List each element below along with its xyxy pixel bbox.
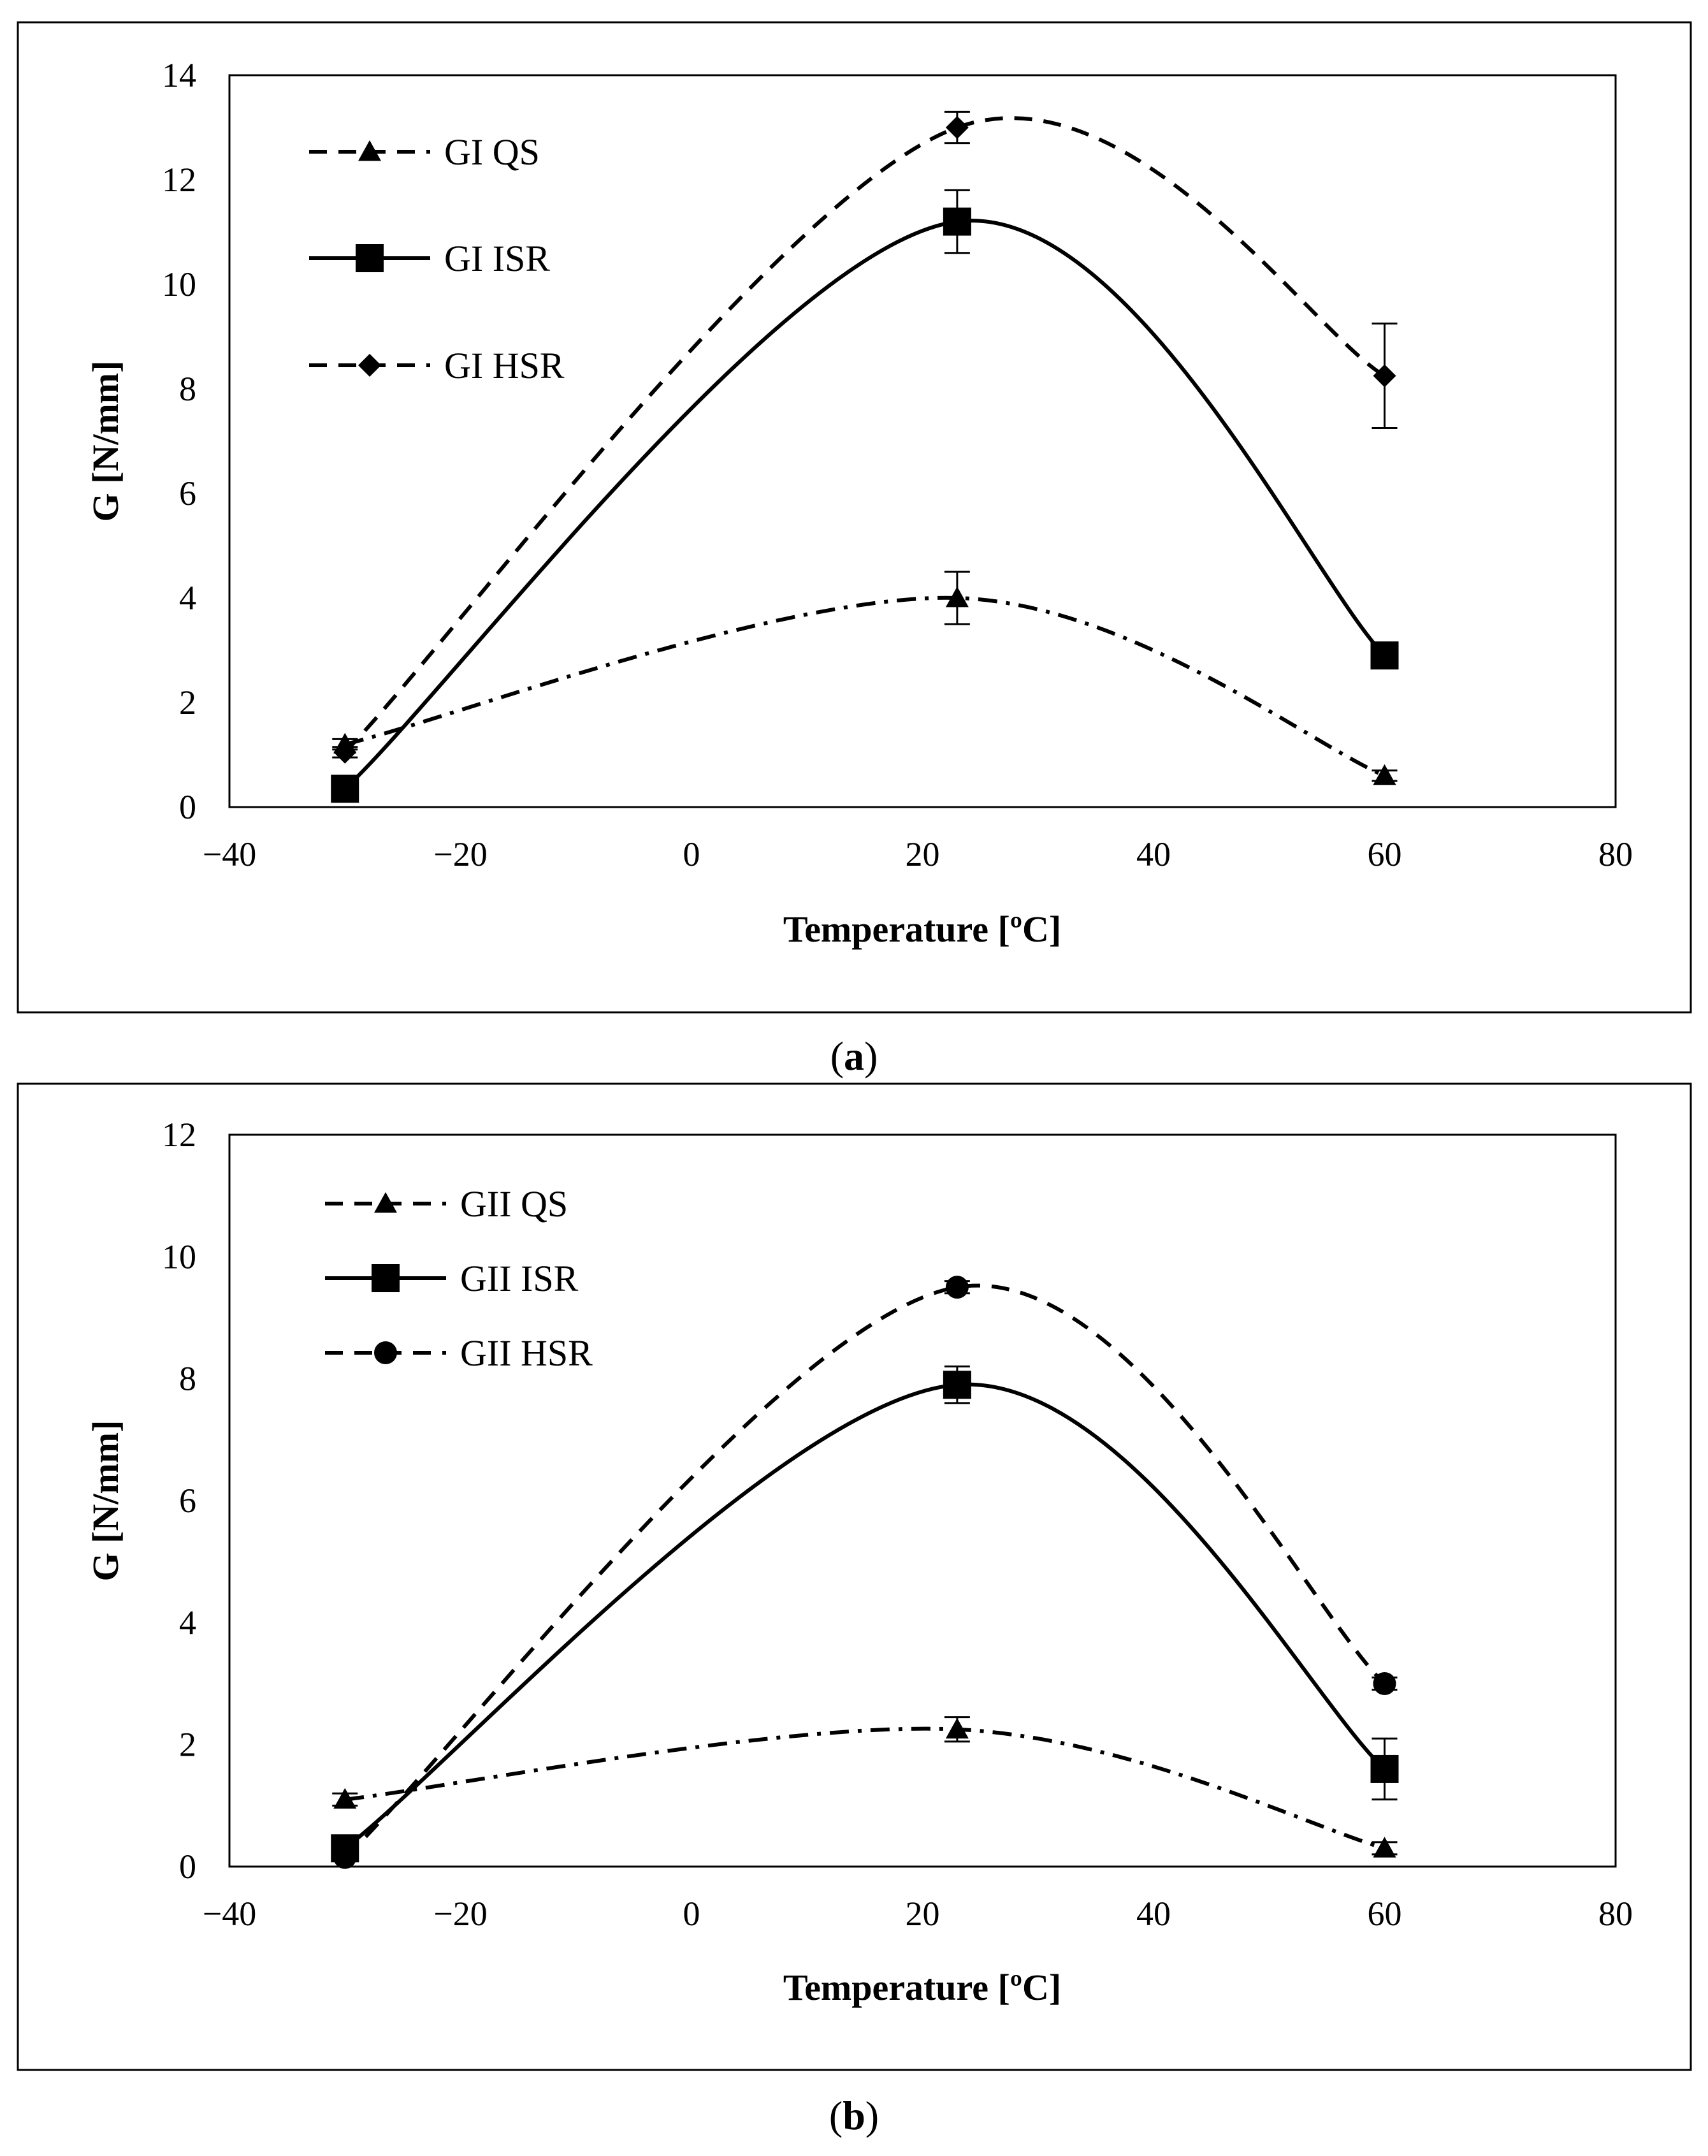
panel-a-border <box>17 21 1692 1014</box>
panel-b-ytick-label: 10 <box>162 1237 196 1276</box>
legend-marker-gii-qs <box>374 1192 397 1213</box>
panel-a-xtick-label: 40 <box>1136 835 1171 873</box>
legend-label-gi-qs: GI QS <box>444 131 540 173</box>
panel-a-ytick-label: 4 <box>179 579 196 617</box>
data-point-gii-isr <box>943 1371 971 1399</box>
data-point-gii-isr <box>1370 1754 1399 1783</box>
legend-label-gii-qs: GII QS <box>460 1183 568 1225</box>
panel-b-ytick-label: 6 <box>179 1482 196 1520</box>
legend-marker-gi-isr <box>356 244 384 272</box>
panel-b-border <box>17 1082 1692 2071</box>
panel-a-series-lines <box>344 116 1386 790</box>
panel-b-xtick-label: −20 <box>433 1895 487 1933</box>
panel-a-xtick-label: −20 <box>433 835 487 873</box>
panel-a-ytick-label: 14 <box>162 56 196 94</box>
panel-a-markers <box>331 110 1399 803</box>
panel-a-legend: GI QS GI ISR GI HSR <box>309 131 565 386</box>
panel-b-ytick-label: 8 <box>179 1360 196 1398</box>
panel-a-ticks: −40 −20 0 20 40 60 80 0 2 4 6 8 10 12 14 <box>162 56 1633 873</box>
data-point-gi-qs <box>1373 764 1396 785</box>
panel-a-xtick-label: 60 <box>1368 835 1402 873</box>
panel-b-xlabel: Temperature [ºC] <box>783 1967 1061 2008</box>
series-line-gii-isr <box>344 1382 1386 1850</box>
panel-b-ytick-label: 12 <box>162 1116 196 1154</box>
data-point-gii-qs <box>333 1788 357 1809</box>
panel-a-xlabel: Temperature [ºC] <box>783 908 1061 950</box>
panel-a-ylabel: G [N/mm] <box>85 361 126 522</box>
panel-b-series-lines <box>344 1283 1386 1859</box>
series-line-gii-qs <box>344 1726 1386 1851</box>
panel-b-legend: GII QS GII ISR GII HSR <box>325 1183 593 1374</box>
panel-a-caption: (a) <box>830 1033 878 1079</box>
series-line-gii-hsr <box>344 1283 1386 1859</box>
panel-b-xtick-label: −40 <box>203 1895 256 1933</box>
panel-b-markers <box>331 1276 1399 1869</box>
data-point-gii-qs <box>1373 1837 1396 1858</box>
panel-b-ytick-label: 2 <box>179 1726 196 1764</box>
panel-b-caption-label: b <box>843 2093 865 2138</box>
legend-label-gii-hsr: GII HSR <box>460 1332 593 1374</box>
data-point-gii-hsr <box>1373 1672 1396 1695</box>
data-point-gi-hsr <box>945 116 969 139</box>
legend-marker-gi-hsr <box>358 354 381 377</box>
panel-b-xtick-label: 40 <box>1136 1895 1171 1933</box>
legend-label-gi-isr: GI ISR <box>444 238 550 279</box>
panel-b-ticks: −40 −20 0 20 40 60 80 0 2 4 6 8 10 12 <box>162 1116 1633 1933</box>
data-point-gi-hsr <box>1373 364 1396 388</box>
panel-a-ytick-label: 6 <box>179 474 196 513</box>
panel-a-plot-area <box>228 74 1617 808</box>
data-point-gii-hsr <box>333 1846 357 1869</box>
panel-b-plot-area <box>228 1133 1617 1868</box>
panel-a-ytick-label: 12 <box>162 161 196 199</box>
legend-label-gi-hsr: GI HSR <box>444 345 565 386</box>
data-point-gii-qs <box>945 1717 969 1739</box>
data-point-gi-hsr <box>333 740 357 764</box>
panel-a-ytick-label: 8 <box>179 370 196 408</box>
series-line-gi-isr <box>344 219 1386 790</box>
data-point-gii-hsr <box>945 1276 969 1299</box>
panel-a-caption-label: a <box>844 1033 864 1079</box>
series-line-gi-hsr <box>344 116 1386 754</box>
legend-marker-gii-hsr <box>374 1341 397 1364</box>
panel-b-xtick-label: 80 <box>1598 1895 1633 1933</box>
panel-a-ytick-label: 0 <box>179 788 196 826</box>
panel-a-xtick-label: −40 <box>203 835 256 873</box>
legend-label-gii-isr: GII ISR <box>460 1258 579 1299</box>
legend-marker-gi-qs <box>358 140 381 161</box>
data-point-gi-isr <box>943 207 971 236</box>
panel-b-xtick-label: 20 <box>906 1895 940 1933</box>
panel-b-ylabel: G [N/mm] <box>85 1420 126 1582</box>
panel-b-xtick-label: 60 <box>1368 1895 1402 1933</box>
panel-a-xtick-label: 0 <box>683 835 700 873</box>
data-point-gi-isr <box>331 775 359 803</box>
panel-b-caption: (b) <box>829 2093 879 2138</box>
panel-a-xtick-label: 80 <box>1598 835 1633 873</box>
panel-b-ytick-label: 4 <box>179 1603 196 1642</box>
data-point-gi-isr <box>1370 641 1399 670</box>
panel-a-ytick-label: 2 <box>179 683 196 722</box>
panel-b-xtick-label: 0 <box>683 1895 700 1933</box>
panel-b-ytick-label: 0 <box>179 1847 196 1886</box>
panel-a-xtick-label: 20 <box>906 835 940 873</box>
data-point-gi-qs <box>945 586 969 608</box>
legend-marker-gii-isr <box>372 1264 400 1292</box>
panel-a-ytick-label: 10 <box>162 265 196 303</box>
series-line-gi-qs <box>344 595 1386 778</box>
